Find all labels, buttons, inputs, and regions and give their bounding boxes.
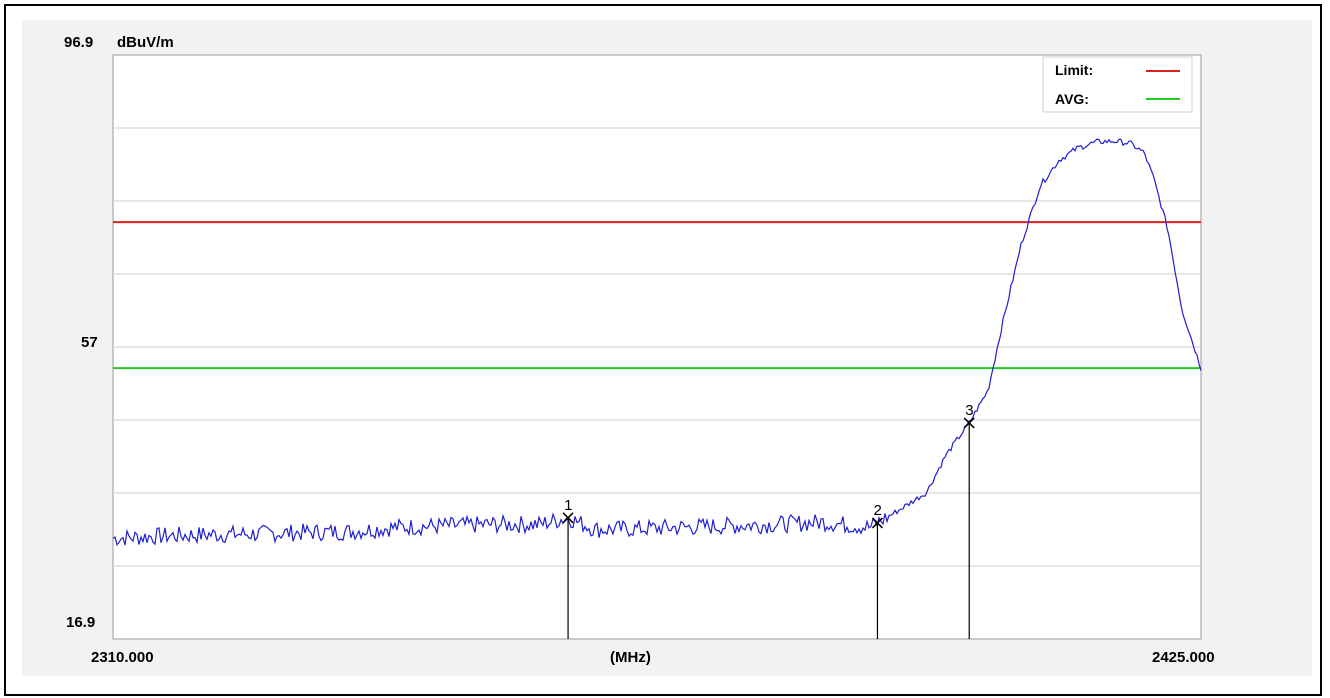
x-axis-unit-label: (MHz) [610, 649, 651, 666]
legend: Limit: AVG: [1042, 56, 1193, 113]
y-top-label: 96.9 [64, 34, 93, 51]
marker-1-cross-b [562, 512, 574, 524]
marker-3-label: 3 [965, 402, 973, 419]
legend-box [1042, 56, 1193, 113]
trace-group [112, 138, 1202, 547]
x-right-label: 2425.000 [1152, 649, 1215, 666]
trace-line [112, 138, 1202, 547]
marker-1-label: 1 [564, 497, 572, 514]
y-bottom-label: 16.9 [66, 614, 95, 631]
y-mid-label: 57 [81, 334, 98, 351]
x-left-label: 2310.000 [91, 649, 154, 666]
grid-lines [113, 127, 1201, 567]
legend-label-limit: Limit: [1055, 62, 1093, 78]
marker-3-cross-b [963, 417, 975, 429]
marker-2-cross-b [871, 517, 883, 529]
marker-2-label: 2 [873, 502, 881, 519]
y-axis-unit-label: dBuV/m [117, 34, 174, 51]
marker-group: 1 2 3 [562, 402, 975, 639]
legend-label-avg: AVG: [1055, 91, 1089, 107]
limit-lines [113, 221, 1201, 370]
